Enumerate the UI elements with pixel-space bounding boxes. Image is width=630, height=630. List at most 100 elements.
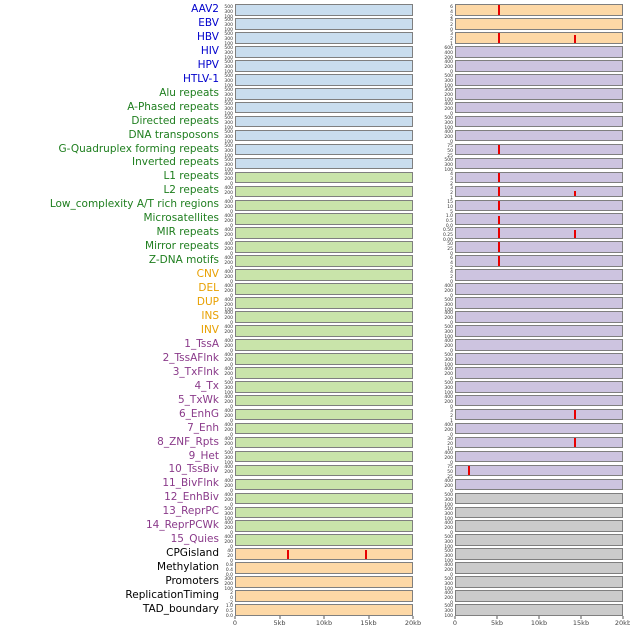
panel-gap [413,226,439,240]
left-plot [235,4,413,16]
right-plot [455,492,623,505]
track-label: HPV [197,58,219,71]
right-yaxis: 500 300 100 [439,73,455,89]
right-plot [455,199,623,212]
track-label: G-Quadruplex forming repeats [58,142,219,155]
y-tick-label: 2 [450,37,453,43]
right-plot [455,129,623,142]
y-tick-label: 200 [444,567,453,573]
y-tick-label: 300 [444,302,453,308]
track-row: 10_TssBiv 400 200 0 75 50 25 [0,463,630,480]
y-tick-label: 2 [230,590,233,596]
left-yaxis: 400 200 0 [219,198,235,215]
panel-gap [413,408,439,422]
y-tick-label: 0 [230,251,233,257]
right-yaxis: 75 50 25 [439,143,455,159]
panel-gap [413,380,439,394]
left-yaxis: 400 200 0 [219,436,235,452]
y-tick-label: 75 [447,464,453,470]
y-tick-label: 0.50 [442,227,453,233]
x-tick-label: 20kb [614,618,630,627]
right-yaxis: 1.0 0.5 0.0 [439,212,455,229]
y-tick-label: 500 [444,74,453,80]
signal-spike [287,550,290,559]
x-tick-mark [538,615,540,619]
right-plot [455,297,623,309]
y-tick-label: 500 [444,353,453,359]
y-tick-label: 400 [224,492,233,498]
y-tick-label: 400 [224,185,233,191]
track-label: Low_complexity A/T rich regions [49,198,219,211]
y-tick-label: 0 [230,321,233,327]
y-tick-label: 200 [224,428,233,434]
track-label: MIR repeats [156,226,219,239]
right-yaxis: 500 300 100 [439,533,455,550]
y-tick-label: 25 [447,246,453,252]
right-yaxis: 400 200 0 [439,450,455,466]
panel-gap [413,603,439,617]
panel-gap [413,3,439,17]
left-yaxis: 500 300 100 [219,115,235,131]
x-tick-label: 10kb [530,618,548,627]
panel-gap [413,59,439,73]
panel-gap [413,198,439,212]
left-yaxis: 1.0 0.5 0.0 [219,603,235,619]
y-tick-label: 2 [450,414,453,420]
track-row: 3_TxFlnk 400 200 0 400 200 0 [0,366,630,383]
right-yaxis: 400 200 0 [439,366,455,382]
right-yaxis: 400 200 0 [439,129,455,145]
right-yaxis: 500 300 100 [439,296,455,313]
left-yaxis: 400 200 0 [219,282,235,299]
y-tick-label: 300 [224,121,233,127]
left-yaxis: 400 200 0 [219,463,235,480]
signal-spike [497,144,500,155]
y-tick-label: 0.5 [225,609,233,615]
y-tick-label: 500 [224,130,233,136]
y-tick-label: 4 [450,9,453,15]
panel-gap [413,324,439,338]
y-tick-label: 300 [224,93,233,99]
y-tick-label: 500 [444,506,453,512]
left-yaxis: 400 200 0 [219,170,235,187]
left-plot [235,576,413,588]
right-plot [455,60,623,72]
left-plot [235,171,413,184]
y-tick-label: 4 [450,269,453,275]
track-label: 1_TssA [184,337,219,350]
left-plot [235,60,413,72]
y-tick-label: 200 [224,176,233,182]
x-tick-mark [454,615,456,619]
left-plot [235,213,413,226]
track-row: 9_Het 500 300 100 400 200 0 [0,450,630,466]
y-tick-label: 400 [444,339,453,345]
y-tick-label: 1 [450,195,453,201]
y-tick-label: 200 [224,414,233,420]
y-tick-label: 0 [230,377,233,383]
y-tick-label: 10 [447,447,453,453]
left-plot [235,492,413,505]
track-label: Mirror repeats [145,240,219,253]
left-plot [235,436,413,449]
y-tick-label: 0 [450,349,453,355]
y-tick-label: 0.8 [225,562,233,568]
y-tick-label: 2 [450,14,453,20]
left-plot [235,339,413,351]
x-tick-mark [323,615,325,619]
panel-gap [413,170,439,184]
right-plot [455,506,623,519]
signal-spike [497,186,500,197]
y-tick-label: 100 [224,42,233,48]
right-plot [455,227,623,240]
panel-gap [413,436,439,450]
track-label: Inverted repeats [131,156,219,169]
y-tick-label: 100 [224,70,233,76]
y-tick-label: 0 [450,112,453,118]
y-tick-label: 300 [224,511,233,517]
track-row: DEL 400 200 0 400 200 0 [0,282,630,299]
y-tick-label: 400 [224,339,233,345]
y-tick-label: 2 [450,274,453,280]
right-plot [455,325,623,337]
